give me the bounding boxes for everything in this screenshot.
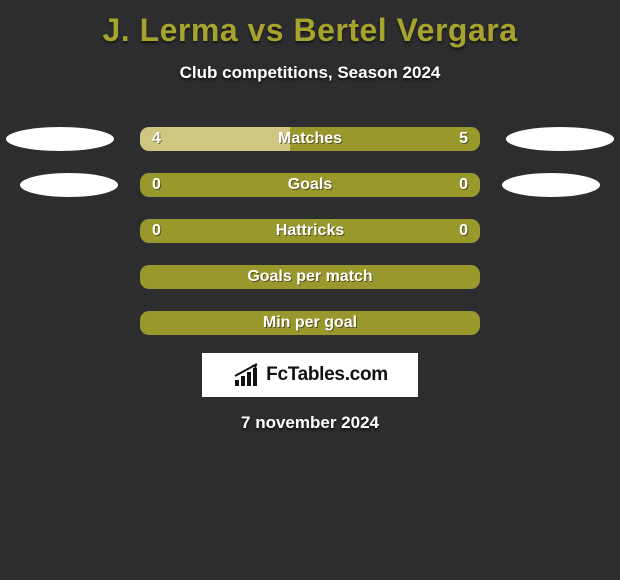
stat-value-left: 0 [152, 222, 161, 240]
stat-value-right: 5 [459, 130, 468, 148]
ellipse-left [6, 127, 114, 151]
ellipse-right [506, 127, 614, 151]
stat-bar-right: 0 [310, 173, 480, 197]
stat-value-left: 0 [152, 176, 161, 194]
stat-bar-left: 4 [140, 127, 290, 151]
stats-container: 4 5 Matches 0 0 Goals 0 [0, 127, 620, 335]
stat-bar: Goals per match [140, 265, 480, 289]
stat-bar: 0 0 Hattricks [140, 219, 480, 243]
stat-bar: Min per goal [140, 311, 480, 335]
stat-row: Min per goal [0, 311, 620, 335]
stat-row: 4 5 Matches [0, 127, 620, 151]
branding-box: FcTables.com [202, 353, 418, 397]
branding-text: FcTables.com [266, 364, 388, 386]
stat-label: Min per goal [263, 314, 357, 332]
stat-row: Goals per match [0, 265, 620, 289]
stat-value-right: 0 [459, 176, 468, 194]
stat-label: Hattricks [276, 222, 344, 240]
stat-value-right: 0 [459, 222, 468, 240]
bar-chart-arrow-icon [232, 362, 262, 388]
stat-bar: 4 5 Matches [140, 127, 480, 151]
stat-label: Matches [278, 130, 342, 148]
stat-bar: 0 0 Goals [140, 173, 480, 197]
comparison-subtitle: Club competitions, Season 2024 [0, 63, 620, 83]
stat-value-left: 4 [152, 130, 161, 148]
stat-label: Goals [288, 176, 332, 194]
stat-row: 0 0 Hattricks [0, 219, 620, 243]
ellipse-right [502, 173, 600, 197]
stat-label: Goals per match [247, 268, 372, 286]
stat-bar-left: 0 [140, 173, 310, 197]
ellipse-left [20, 173, 118, 197]
stat-row: 0 0 Goals [0, 173, 620, 197]
snapshot-date: 7 november 2024 [0, 413, 620, 433]
comparison-title: J. Lerma vs Bertel Vergara [0, 0, 620, 49]
